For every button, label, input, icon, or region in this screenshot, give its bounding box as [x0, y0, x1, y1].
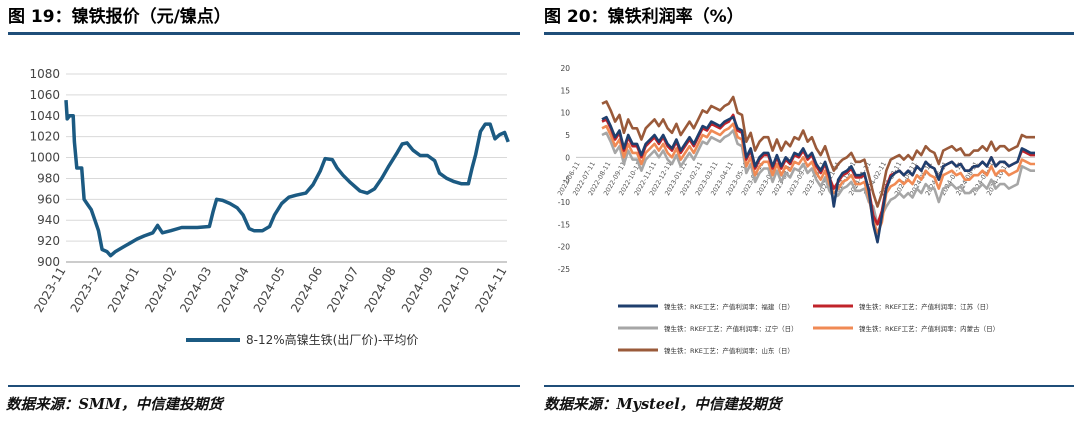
- right-y-tick-label: -10: [558, 198, 570, 207]
- right-legend-label-shandong: 镍生铁：RKE工艺：产值利润率：山东（日）: [664, 346, 794, 355]
- left-figure-title: 图 19：镍铁报价（元/镍点）: [8, 7, 231, 27]
- right-y-tick-label: 5: [565, 131, 570, 140]
- left-top-rule: [8, 32, 520, 35]
- right-legend-label-neimenggu: 镍生铁：RKEF工艺：产值利润率：内蒙古（日）: [859, 324, 999, 333]
- left-source-note: 数据来源：SMM，中信建投期货: [6, 396, 223, 413]
- left-legend-label: 8-12%高镍生铁(出厂价)-平均价: [246, 332, 418, 347]
- left-x-tick-label: 2024-04: [215, 265, 252, 315]
- left-y-tick-label: 1060: [29, 88, 60, 102]
- left-x-tick-label: 2024-05: [251, 265, 288, 315]
- left-chart: 900 920 940 960 980 1000 1020 1040 1060 1080 2023…: [29, 67, 510, 347]
- left-y-tick-label: 900: [37, 255, 60, 269]
- right-y-tick-label: 10: [560, 109, 570, 118]
- right-series-line-fujian: [601, 115, 1035, 244]
- left-series-line: [64, 99, 510, 258]
- left-x-tick-label: 2023-12: [68, 265, 105, 315]
- left-gridlines: [66, 73, 507, 263]
- right-figure-title: 图 20：镍铁利润率（%）: [544, 7, 744, 27]
- left-y-tick-label: 940: [37, 213, 60, 227]
- right-bottom-rule: [544, 385, 1074, 387]
- left-x-tick-label: 2024-02: [142, 265, 179, 315]
- left-y-tick-label: 980: [37, 171, 60, 185]
- right-legend-label-fujian: 镍生铁：RKE工艺：产值利润率：福建（日）: [664, 302, 794, 311]
- left-y-tick-label: 920: [37, 234, 60, 248]
- right-legend-label-jiangsu: 镍生铁：RKEF工艺：产值利润率：江苏（日）: [859, 302, 993, 311]
- right-y-tick-label: -15: [558, 220, 570, 229]
- left-x-tick-label: 2024-03: [177, 265, 214, 315]
- left-x-tick-label: 2024-09: [399, 265, 436, 315]
- left-y-tick-label: 1000: [29, 151, 60, 165]
- left-y-tick-label: 1020: [29, 130, 60, 144]
- left-y-tick-labels: 900 920 940 960 980 1000 1020 1040 1060 1080: [29, 67, 60, 269]
- right-series-line-shandong: [601, 95, 1035, 208]
- right-legend: 镍生铁：RKE工艺：产值利润率：福建（日） 镍生铁：RKEF工艺：产值利润率：江苏…: [618, 302, 999, 355]
- left-y-tick-label: 1080: [29, 67, 60, 81]
- right-series-line-neimenggu: [601, 122, 1035, 235]
- left-x-tick-label: 2024-08: [362, 265, 399, 315]
- left-y-tick-label: 960: [37, 192, 60, 206]
- right-y-tick-label: 0: [565, 153, 570, 162]
- right-y-tick-label: 20: [560, 64, 570, 73]
- left-x-tick-label: 2024-10: [435, 265, 472, 315]
- right-legend-label-liaoning: 镍生铁：RKEF工艺：产值利润率：辽宁（日）: [664, 324, 798, 333]
- left-x-tick-label: 2024-01: [105, 265, 142, 315]
- right-top-rule: [544, 32, 1074, 35]
- left-x-tick-label: 2023-11: [31, 265, 68, 315]
- right-y-tick-label: -5: [563, 176, 571, 185]
- right-y-tick-label: 15: [560, 86, 570, 95]
- left-bottom-rule: [8, 385, 520, 387]
- right-y-tick-label: -25: [558, 265, 570, 274]
- left-y-tick-label: 1040: [29, 109, 60, 123]
- right-source-note: 数据来源：Mysteel，中信建投期货: [544, 396, 782, 413]
- left-x-tick-label: 2024-07: [324, 265, 361, 315]
- left-x-tick-label: 2024-11: [472, 265, 509, 315]
- right-series-line-liaoning: [601, 129, 1035, 226]
- right-y-tick-label: -20: [558, 243, 570, 252]
- right-series-lines: [601, 95, 1035, 244]
- left-x-tick-label: 2024-06: [288, 265, 325, 315]
